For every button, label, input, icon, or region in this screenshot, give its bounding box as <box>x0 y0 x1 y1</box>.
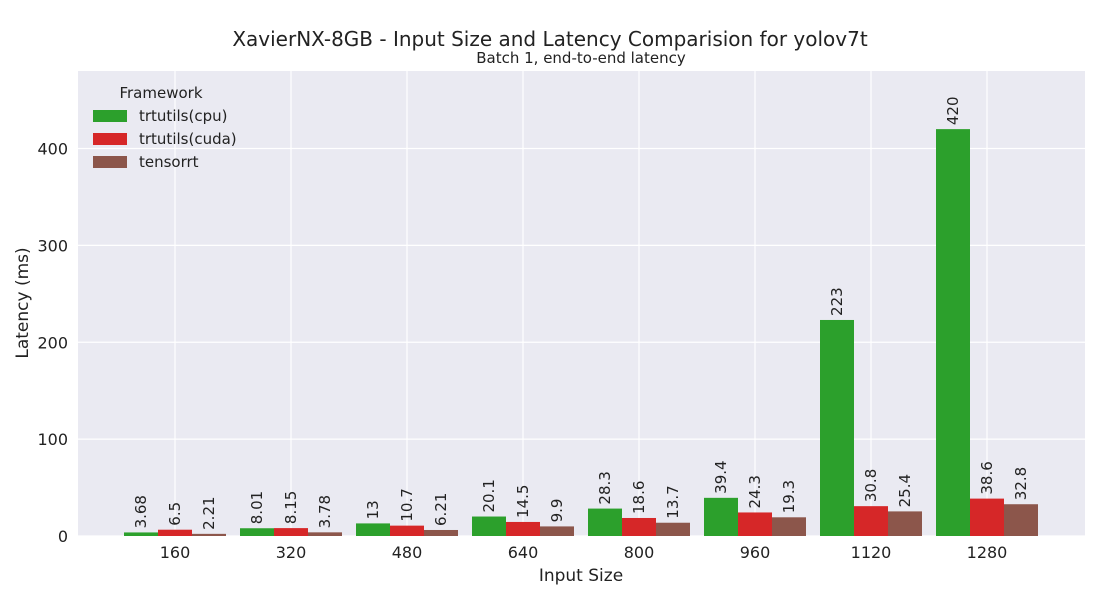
x-axis-label: Input Size <box>539 566 623 586</box>
bar-value-label: 8.01 <box>248 491 266 524</box>
x-tick-label: 1120 <box>851 543 892 562</box>
bar-value-label: 14.5 <box>514 485 532 518</box>
bar <box>274 528 308 536</box>
y-axis-label: Latency (ms) <box>13 247 33 358</box>
bar <box>390 525 424 536</box>
bar <box>472 516 506 536</box>
bar <box>772 517 806 536</box>
bar-value-label: 13 <box>364 500 382 519</box>
bar <box>622 517 656 536</box>
legend: Framework trtutils(cpu) trtutils(cuda) ten… <box>93 84 237 171</box>
bar-value-label: 420 <box>944 96 962 125</box>
x-tick-label: 160 <box>160 543 191 562</box>
y-tick-label: 200 <box>37 333 68 352</box>
legend-title: Framework <box>119 84 202 102</box>
legend-swatch <box>93 133 127 145</box>
bar-value-label: 32.8 <box>1012 467 1030 500</box>
bar <box>854 506 888 536</box>
chart-title: XavierNX-8GB - Input Size and Latency Co… <box>232 27 868 51</box>
bar <box>124 532 158 536</box>
y-tick-label: 0 <box>58 527 68 546</box>
bar-value-label: 2.21 <box>200 496 218 529</box>
bar-value-label: 3.78 <box>316 495 334 528</box>
bar-value-label: 6.5 <box>166 502 184 526</box>
legend-swatch <box>93 156 127 168</box>
y-tick-label: 100 <box>37 430 68 449</box>
bar <box>936 129 970 536</box>
chart-subtitle: Batch 1, end-to-end latency <box>476 49 686 67</box>
legend-entry: tensorrt <box>139 153 199 171</box>
bars <box>124 129 1038 536</box>
bar <box>704 497 738 536</box>
bar-value-label: 39.4 <box>712 460 730 493</box>
bar <box>192 533 226 536</box>
y-ticks: 0 100 200 300 400 <box>37 140 68 547</box>
legend-swatch <box>93 110 127 122</box>
bar-value-label: 24.3 <box>746 475 764 508</box>
bar-value-label: 9.9 <box>548 499 566 523</box>
bar-value-label: 25.4 <box>896 474 914 507</box>
bar-value-label: 28.3 <box>596 471 614 504</box>
x-tick-label: 800 <box>624 543 655 562</box>
bar <box>240 528 274 536</box>
bar-value-label: 8.15 <box>282 491 300 524</box>
x-ticks: 160 320 480 640 800 960 1120 1280 <box>160 543 1008 562</box>
bar <box>1004 504 1038 536</box>
bar-labels: 3.68 8.01 13 20.1 28.3 39.4 223 420 6.5 8.15 10.7 1… <box>132 96 1030 529</box>
bar <box>424 529 458 536</box>
y-tick-label: 300 <box>37 236 68 255</box>
x-tick-label: 1280 <box>967 543 1008 562</box>
bar <box>656 522 690 536</box>
grid <box>78 71 1085 537</box>
bar-value-label: 18.6 <box>630 481 648 514</box>
bar-value-label: 20.1 <box>480 479 498 512</box>
bar-value-label: 6.21 <box>432 493 450 526</box>
bar <box>738 512 772 536</box>
x-tick-label: 320 <box>276 543 307 562</box>
bar-value-label: 10.7 <box>398 488 416 521</box>
x-tick-label: 480 <box>392 543 423 562</box>
bar-value-label: 38.6 <box>978 461 996 494</box>
bar-value-label: 19.3 <box>780 480 798 513</box>
bar <box>888 511 922 536</box>
bar <box>588 508 622 536</box>
bar <box>356 523 390 536</box>
bar-value-label: 13.7 <box>664 485 682 518</box>
bar-value-label: 30.8 <box>862 469 880 502</box>
bar <box>540 526 574 536</box>
bar <box>158 529 192 536</box>
bar-value-label: 223 <box>828 287 846 316</box>
bar <box>308 532 342 536</box>
y-tick-label: 400 <box>37 140 68 159</box>
x-tick-label: 960 <box>740 543 771 562</box>
bar <box>970 498 1004 536</box>
bar <box>820 319 854 536</box>
bar <box>506 521 540 536</box>
bar-value-label: 3.68 <box>132 495 150 528</box>
legend-entry: trtutils(cpu) <box>139 107 227 125</box>
legend-entry: trtutils(cuda) <box>139 130 237 148</box>
x-tick-label: 640 <box>508 543 539 562</box>
